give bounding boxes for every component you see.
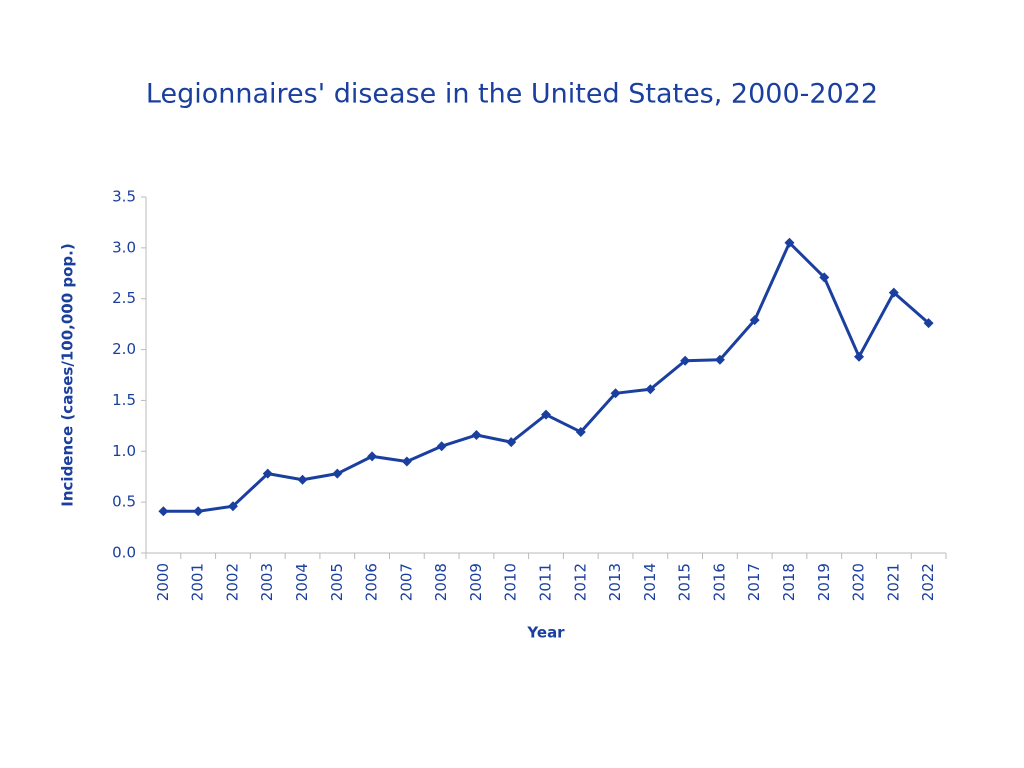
x-tick-label: 2020	[850, 563, 868, 601]
x-tick-label: 2001	[189, 563, 207, 601]
data-point	[506, 437, 517, 448]
y-tick-label: 1.5	[112, 391, 136, 409]
data-point	[854, 351, 865, 362]
x-tick-label: 2010	[502, 563, 520, 601]
x-tick-label: 2006	[363, 563, 381, 601]
x-tick-label: 2003	[258, 563, 276, 601]
y-tick-label: 1.0	[112, 442, 136, 460]
data-point	[367, 451, 378, 462]
data-point	[610, 388, 621, 399]
y-axis-label: Incidence (cases/100,000 pop.)	[59, 243, 77, 506]
x-tick-label: 2000	[154, 563, 172, 601]
y-tick-label: 3.5	[112, 188, 136, 206]
data-point	[471, 430, 482, 441]
x-tick-label: 2009	[467, 563, 485, 601]
data-point	[262, 468, 273, 479]
data-point	[401, 456, 412, 467]
y-tick-label: 0.5	[112, 493, 136, 511]
data-point	[888, 287, 899, 298]
x-tick-label: 2018	[780, 563, 798, 601]
data-point	[819, 272, 830, 283]
data-point	[575, 426, 586, 437]
data-point	[332, 468, 343, 479]
y-tick-label: 2.5	[112, 289, 136, 307]
y-tick-label: 2.0	[112, 340, 136, 358]
data-point	[680, 355, 691, 366]
x-tick-label: 2004	[293, 563, 311, 601]
data-point	[784, 237, 795, 248]
x-tick-label: 2016	[710, 563, 728, 601]
data-point	[158, 506, 169, 517]
y-tick-label: 0.0	[112, 544, 136, 562]
data-point	[645, 384, 656, 395]
data-point	[193, 506, 204, 517]
x-tick-label: 2007	[397, 563, 415, 601]
chart-title: Legionnaires' disease in the United Stat…	[146, 79, 878, 110]
x-tick-label: 2002	[223, 563, 241, 601]
y-tick-label: 3.0	[112, 238, 136, 256]
data-point	[541, 409, 551, 420]
data-point	[297, 474, 308, 485]
x-tick-label: 2008	[432, 563, 450, 601]
x-tick-label: 2011	[537, 563, 555, 601]
x-tick-label: 2005	[328, 563, 346, 601]
data-point	[714, 354, 725, 365]
data-line	[163, 241, 930, 513]
x-tick-label: 2015	[676, 563, 694, 601]
x-tick-label: 2021	[884, 563, 902, 601]
x-tick-label: 2017	[745, 563, 763, 601]
data-point	[227, 501, 238, 512]
x-tick-label: 2013	[606, 563, 624, 601]
x-tick-label: 2019	[815, 563, 833, 601]
x-tick-label: 2012	[571, 563, 589, 601]
x-axis-label: Year	[526, 624, 565, 642]
x-tick-label: 2022	[919, 563, 937, 601]
data-point	[436, 441, 447, 452]
data-point	[923, 318, 934, 329]
x-tick-label: 2014	[641, 563, 659, 601]
data-point	[749, 315, 760, 326]
